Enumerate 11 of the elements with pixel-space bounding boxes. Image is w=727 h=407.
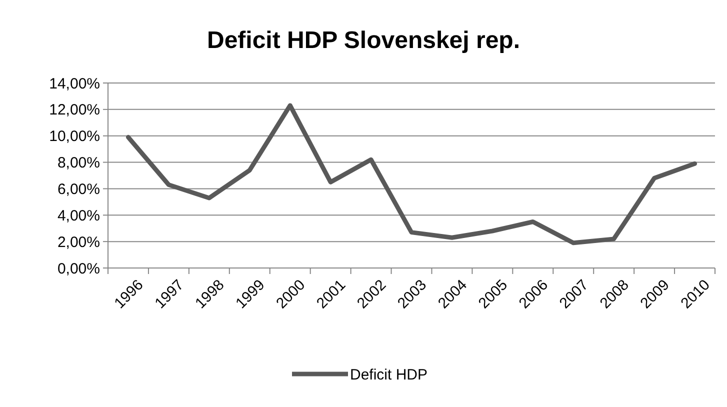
y-tick-label: 2,00%	[57, 234, 100, 251]
y-tick-label: 12,00%	[49, 102, 100, 119]
y-tick-label: 4,00%	[57, 207, 100, 224]
chart-title: Deficit HDP Slovenskej rep.	[206, 27, 520, 54]
y-tick-label: 10,00%	[49, 128, 100, 146]
legend-label: Deficit HDP	[350, 366, 428, 384]
y-tick-label: 6,00%	[57, 180, 100, 198]
line-series	[126, 103, 698, 246]
y-tick-label: 0,00%	[57, 260, 100, 278]
y-tick-label: 14,00%	[49, 75, 100, 92]
y-tick-label: 8,00%	[57, 154, 100, 172]
